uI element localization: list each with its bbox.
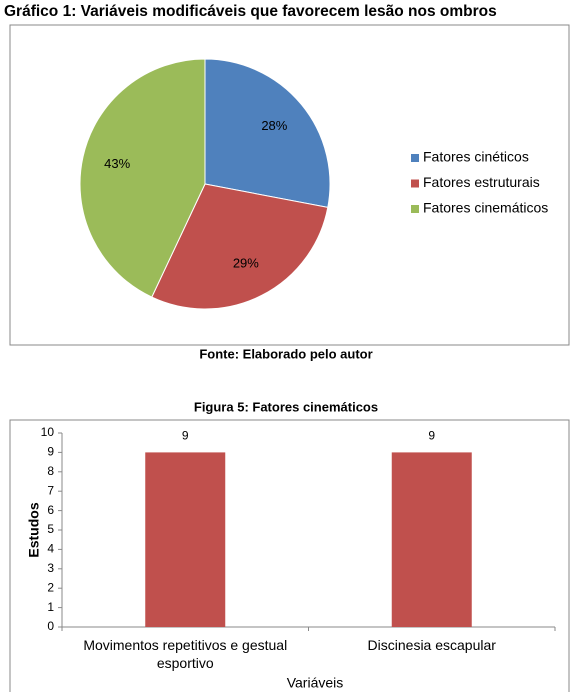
legend-swatch	[411, 154, 419, 162]
data-label: 9	[428, 429, 435, 443]
y-tick-label: 3	[47, 561, 54, 575]
x-axis-title: Variáveis	[287, 675, 344, 691]
y-tick-label: 8	[47, 464, 54, 478]
legend-swatch	[411, 179, 419, 188]
bar	[145, 452, 226, 627]
pie-slice	[151, 183, 329, 310]
y-axis-title: Estudos	[26, 502, 42, 557]
data-label: 9	[182, 429, 189, 443]
y-tick-label: 0	[47, 619, 54, 633]
pie-slice	[204, 58, 331, 209]
y-tick-label: 1	[47, 600, 54, 614]
y-tick-label: 5	[47, 522, 54, 536]
y-tick-label: 7	[47, 483, 54, 497]
legend-swatch	[411, 205, 419, 213]
y-tick-label: 2	[47, 580, 54, 594]
legend-label: Fatores estruturais	[423, 174, 540, 190]
y-tick-label: 9	[47, 445, 54, 459]
legend-label: Fatores cinéticos	[423, 149, 529, 165]
pie-slice	[79, 58, 206, 298]
data-label: 43%	[104, 156, 130, 171]
y-tick-label: 4	[47, 542, 54, 556]
bar	[391, 452, 472, 627]
y-tick-label: 10	[41, 425, 55, 439]
source-note: Fonte: Elaborado pelo autor	[199, 346, 372, 361]
x-tick-label: Discinesia escapular	[367, 637, 496, 653]
data-label: 28%	[261, 118, 287, 133]
y-tick-label: 6	[47, 503, 54, 517]
bar-frame	[9, 419, 570, 692]
legend-label: Fatores cinemáticos	[423, 200, 548, 216]
bar-title: Figura 5: Fatores cinemáticos	[194, 399, 378, 414]
x-tick-label: Movimentos repetitivos e gestual esporti…	[83, 637, 288, 671]
pie-title: Gráfico 1: Variáveis modificáveis que fa…	[4, 3, 497, 20]
data-label: 29%	[233, 256, 259, 271]
